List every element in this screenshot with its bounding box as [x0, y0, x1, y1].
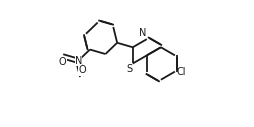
Text: N: N — [139, 28, 146, 38]
Text: O: O — [78, 65, 86, 75]
Text: N: N — [74, 56, 82, 66]
Text: Cl: Cl — [177, 67, 186, 77]
Text: S: S — [126, 64, 132, 74]
Text: O: O — [59, 57, 66, 67]
